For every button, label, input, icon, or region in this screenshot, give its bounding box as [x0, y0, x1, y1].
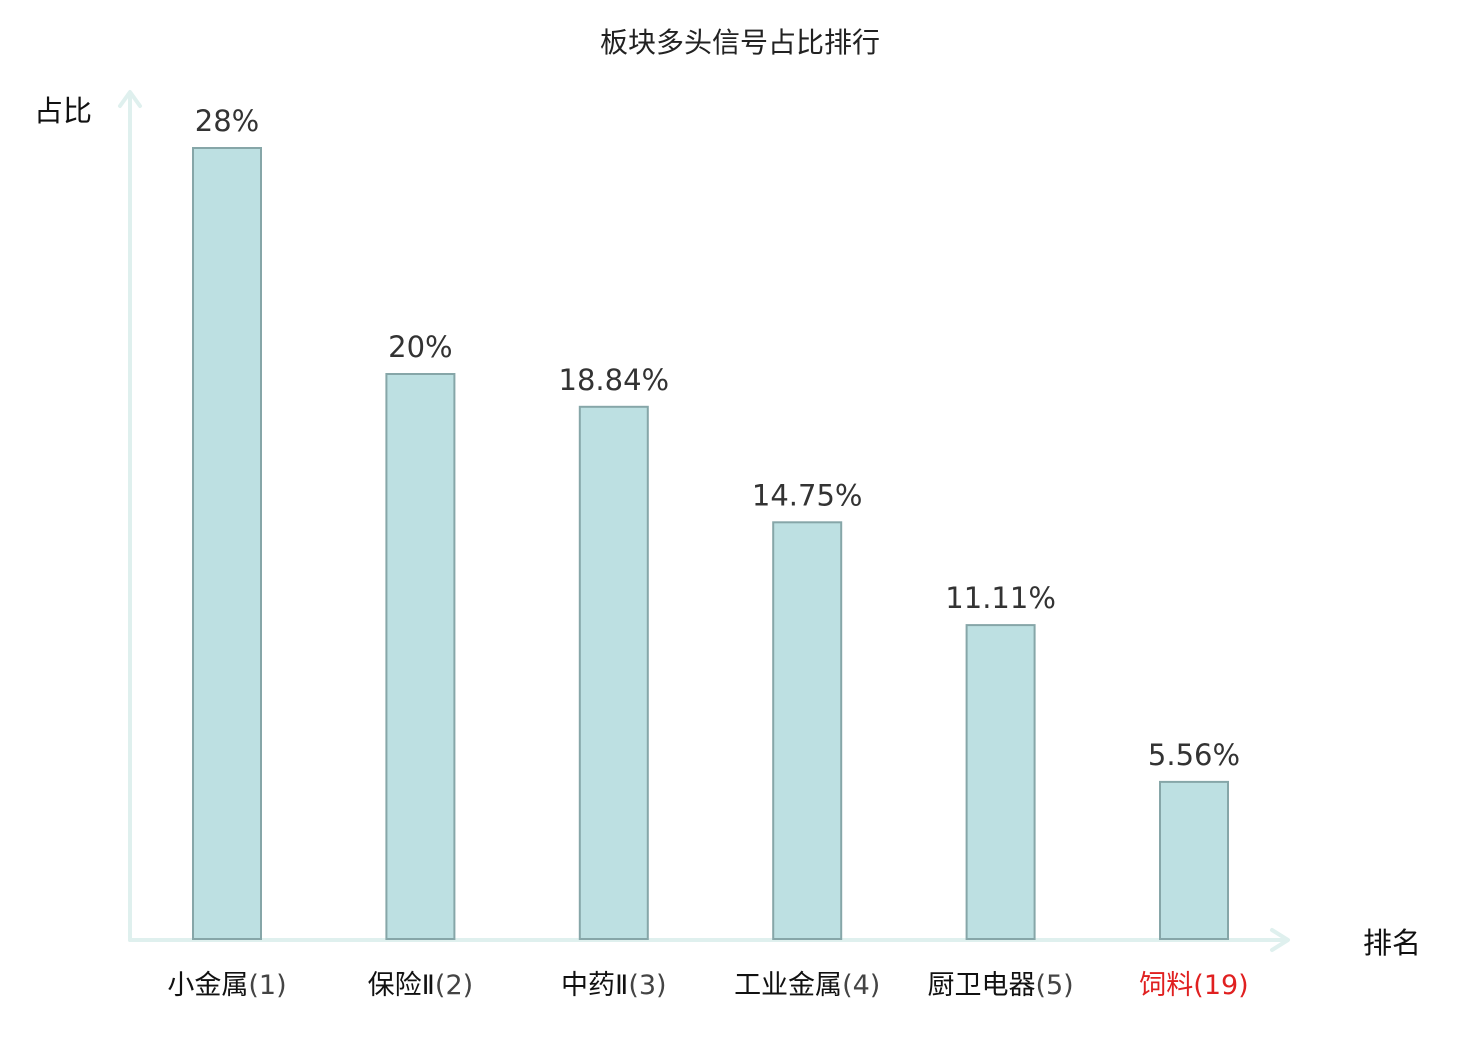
bar	[385, 373, 456, 940]
bar	[578, 405, 649, 940]
y-axis-label: 占比	[34, 94, 92, 128]
category-rank: (19)	[1193, 970, 1248, 1001]
bars	[192, 147, 1229, 941]
value-labels: 28% 20% 18.84% 14.75% 11.11% 5.56%	[195, 104, 1240, 772]
value-label: 20%	[388, 330, 452, 364]
category-label: 保险Ⅱ(2)	[368, 970, 474, 1001]
bar	[965, 624, 1036, 940]
axes	[118, 90, 1290, 952]
category-name: 工业金属	[734, 970, 842, 1001]
value-label: 5.56%	[1148, 738, 1240, 772]
bar	[192, 147, 262, 940]
category-rank: (4)	[842, 970, 880, 1001]
category-name: 厨卫电器	[927, 970, 1035, 1001]
category-label: 工业金属(4)	[734, 970, 880, 1001]
category-name: 保险Ⅱ	[368, 970, 435, 1001]
x-axis-label: 排名	[1363, 926, 1421, 960]
category-label: 中药Ⅱ(3)	[561, 970, 667, 1001]
category-labels: 小金属(1) 保险Ⅱ(2) 中药Ⅱ(3) 工业金属(4) 厨卫电器(5) 饲料(19)	[167, 970, 1248, 1001]
value-label: 14.75%	[752, 478, 863, 512]
y-axis-arrow	[118, 90, 142, 108]
category-label: 饲料(19)	[1139, 970, 1248, 1001]
category-rank: (1)	[248, 970, 286, 1001]
category-name: 中药Ⅱ	[561, 970, 628, 1001]
category-rank: (2)	[435, 970, 473, 1001]
chart-title: 板块多头信号占比排行	[600, 26, 880, 59]
category-label: 小金属(1)	[167, 970, 286, 1001]
category-label: 厨卫电器(5)	[927, 970, 1073, 1001]
category-name: 饲料	[1139, 970, 1193, 1001]
bar	[1159, 780, 1229, 941]
value-label: 28%	[195, 104, 259, 138]
category-rank: (5)	[1035, 970, 1073, 1001]
category-name: 小金属	[167, 970, 248, 1001]
value-label: 18.84%	[559, 363, 670, 397]
x-axis-arrow	[1270, 928, 1290, 952]
bar	[772, 521, 843, 940]
category-rank: (3)	[628, 970, 666, 1001]
value-label: 11.11%	[945, 581, 1056, 615]
